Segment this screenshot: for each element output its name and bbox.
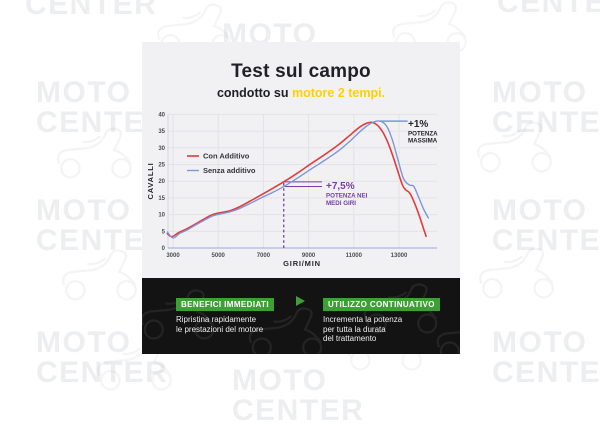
y-axis-label: CAVALLI xyxy=(146,163,155,200)
benefit-column-continuous: UTILIZZO CONTINUATIVO Incrementa la pote… xyxy=(323,294,447,344)
y-tick-label: 35 xyxy=(158,129,165,135)
mid-gain-value: +7,5% xyxy=(326,181,355,192)
continuous-use-line-1: Incrementa la potenza xyxy=(323,315,403,324)
chart-gridlines xyxy=(168,113,437,248)
continuous-use-badge: UTILIZZO CONTINUATIVO xyxy=(323,298,440,311)
legend-label-con-additivo: Con Additivo xyxy=(203,152,250,161)
y-tick-label: 30 xyxy=(158,146,165,152)
infographic-card: Test sul campo condotto su motore 2 temp… xyxy=(142,42,460,354)
x-tick-label: 13000 xyxy=(391,253,408,259)
y-tick-label: 20 xyxy=(158,179,165,185)
continuous-use-line-2: per tutta la durata xyxy=(323,324,386,334)
peak-gain-caption-2: MASSIMA xyxy=(408,138,438,145)
page-title: Test sul campo xyxy=(231,61,371,82)
annotation-peak-power: +1% POTENZA MASSIMA xyxy=(408,119,438,145)
continuous-use-line-3: del trattamento xyxy=(323,334,377,343)
y-tick-label: 0 xyxy=(162,246,166,252)
scooter-outline-icon xyxy=(470,112,562,176)
immediate-benefit-badge: BENEFICI IMMEDIATI xyxy=(176,298,274,311)
peak-gain-caption-1: POTENZA xyxy=(408,131,438,138)
subtitle-highlight: motore 2 tempi. xyxy=(291,86,386,100)
scooter-outline-icon xyxy=(55,240,147,304)
y-tick-label: 15 xyxy=(158,196,165,202)
subtitle-prefix: condotto su xyxy=(216,86,292,100)
scooter-outline-icon xyxy=(50,118,142,182)
chart-axes xyxy=(167,114,437,249)
dyno-chart: 0 5 10 15 20 25 30 35 40 3000 5000 7000 9000 11000 130… xyxy=(146,112,438,268)
y-tick-label: 10 xyxy=(158,213,165,219)
x-tick-label: 5000 xyxy=(212,253,226,259)
x-tick-label: 3000 xyxy=(166,253,180,259)
curve-con-additivo xyxy=(166,121,427,238)
play-arrow-icon xyxy=(296,296,305,306)
y-tick-label: 5 xyxy=(162,229,166,235)
y-tick-label: 40 xyxy=(158,112,165,118)
power-curves xyxy=(166,120,430,239)
x-axis-label: GIRI/MIN xyxy=(283,259,321,268)
page-subtitle: condotto su motore 2 tempi. xyxy=(142,86,460,100)
immediate-benefit-line-1: Ripristina rapidamente xyxy=(176,315,257,324)
mid-gain-caption-1: POTENZA NEI xyxy=(326,193,368,200)
chart-legend: Con Additivo Senza additivo xyxy=(187,152,256,175)
legend-label-senza-additivo: Senza additivo xyxy=(203,166,256,175)
x-tick-label: 9000 xyxy=(302,253,316,259)
benefit-column-immediate: BENEFICI IMMEDIATI Ripristina rapidament… xyxy=(176,294,306,334)
annotation-leader-lines xyxy=(283,120,408,248)
x-tick-label: 7000 xyxy=(257,253,271,259)
scooter-outline-icon xyxy=(472,238,564,302)
y-tick-label: 25 xyxy=(158,163,165,169)
mid-gain-caption-2: MEDI GIRI xyxy=(326,200,356,207)
benefits-footer: BENEFICI IMMEDIATI Ripristina rapidament… xyxy=(142,278,460,354)
curve-senza-additivo xyxy=(166,120,430,239)
continuous-use-text: Incrementa la potenza per tutta la durat… xyxy=(323,315,447,344)
immediate-benefit-line-2: le prestazioni del motore xyxy=(176,324,264,334)
chart-tick-labels: 0 5 10 15 20 25 30 35 40 3000 5000 7000 9000 11000 130… xyxy=(158,112,408,259)
peak-gain-value: +1% xyxy=(408,119,428,130)
x-tick-label: 11000 xyxy=(346,253,363,259)
annotation-mid-range: +7,5% POTENZA NEI MEDI GIRI xyxy=(326,181,368,207)
immediate-benefit-text: Ripristina rapidamente le prestazioni de… xyxy=(176,315,306,334)
